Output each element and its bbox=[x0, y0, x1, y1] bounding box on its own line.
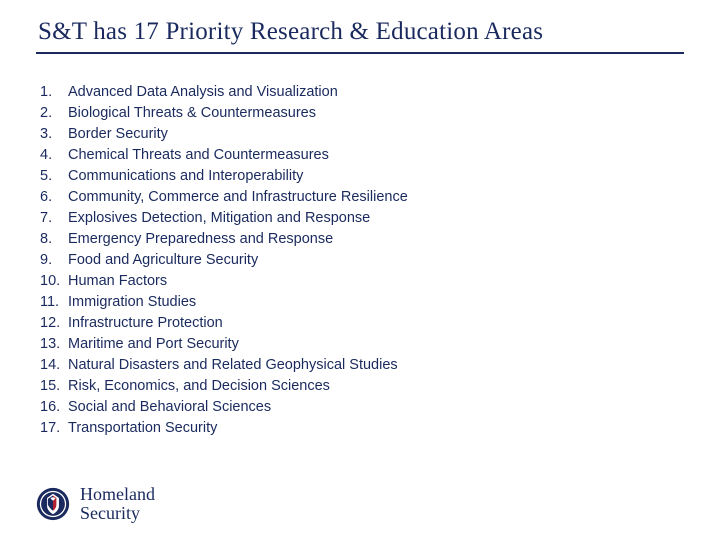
list-label: Maritime and Port Security bbox=[68, 334, 239, 355]
list-item: 7.Explosives Detection, Mitigation and R… bbox=[40, 208, 720, 229]
list-label: Immigration Studies bbox=[68, 292, 196, 313]
list-label: Food and Agriculture Security bbox=[68, 250, 258, 271]
list-number: 8. bbox=[40, 229, 68, 250]
list-number: 4. bbox=[40, 145, 68, 166]
list-item: 2.Biological Threats & Countermeasures bbox=[40, 103, 720, 124]
list-item: 16.Social and Behavioral Sciences bbox=[40, 397, 720, 418]
dhs-logo-text: Homeland Security bbox=[80, 485, 155, 522]
list-number: 1. bbox=[40, 82, 68, 103]
list-label: Advanced Data Analysis and Visualization bbox=[68, 82, 338, 103]
list-item: 10.Human Factors bbox=[40, 271, 720, 292]
list-number: 13. bbox=[40, 334, 68, 355]
list-item: 12.Infrastructure Protection bbox=[40, 313, 720, 334]
list-item: 8.Emergency Preparedness and Response bbox=[40, 229, 720, 250]
list-label: Biological Threats & Countermeasures bbox=[68, 103, 316, 124]
list-number: 11. bbox=[40, 292, 68, 313]
list-label: Communications and Interoperability bbox=[68, 166, 303, 187]
list-label: Risk, Economics, and Decision Sciences bbox=[68, 376, 330, 397]
list-label: Border Security bbox=[68, 124, 168, 145]
list-number: 10. bbox=[40, 271, 68, 292]
list-item: 9.Food and Agriculture Security bbox=[40, 250, 720, 271]
logo-line2: Security bbox=[80, 504, 155, 522]
list-label: Emergency Preparedness and Response bbox=[68, 229, 333, 250]
list-label: Natural Disasters and Related Geophysica… bbox=[68, 355, 398, 376]
list-label: Transportation Security bbox=[68, 418, 217, 439]
list-number: 3. bbox=[40, 124, 68, 145]
list-number: 16. bbox=[40, 397, 68, 418]
list-item: 1.Advanced Data Analysis and Visualizati… bbox=[40, 82, 720, 103]
list-label: Explosives Detection, Mitigation and Res… bbox=[68, 208, 370, 229]
dhs-logo: Homeland Security bbox=[36, 485, 155, 522]
list-item: 5.Communications and Interoperability bbox=[40, 166, 720, 187]
list-item: 4.Chemical Threats and Countermeasures bbox=[40, 145, 720, 166]
list-label: Community, Commerce and Infrastructure R… bbox=[68, 187, 408, 208]
list-item: 13.Maritime and Port Security bbox=[40, 334, 720, 355]
list-label: Social and Behavioral Sciences bbox=[68, 397, 271, 418]
list-number: 9. bbox=[40, 250, 68, 271]
list-number: 7. bbox=[40, 208, 68, 229]
list-item: 14.Natural Disasters and Related Geophys… bbox=[40, 355, 720, 376]
list-label: Chemical Threats and Countermeasures bbox=[68, 145, 329, 166]
list-number: 15. bbox=[40, 376, 68, 397]
list-label: Human Factors bbox=[68, 271, 167, 292]
page-title: S&T has 17 Priority Research & Education… bbox=[0, 0, 720, 52]
list-item: 3.Border Security bbox=[40, 124, 720, 145]
list-number: 12. bbox=[40, 313, 68, 334]
list-number: 14. bbox=[40, 355, 68, 376]
dhs-seal-icon bbox=[36, 487, 70, 521]
list-label: Infrastructure Protection bbox=[68, 313, 223, 334]
list-number: 5. bbox=[40, 166, 68, 187]
list-item: 15.Risk, Economics, and Decision Science… bbox=[40, 376, 720, 397]
list-number: 17. bbox=[40, 418, 68, 439]
list-item: 11.Immigration Studies bbox=[40, 292, 720, 313]
list-number: 6. bbox=[40, 187, 68, 208]
list-item: 6.Community, Commerce and Infrastructure… bbox=[40, 187, 720, 208]
logo-line1: Homeland bbox=[80, 485, 155, 503]
list-number: 2. bbox=[40, 103, 68, 124]
list-item: 17.Transportation Security bbox=[40, 418, 720, 439]
priority-list: 1.Advanced Data Analysis and Visualizati… bbox=[0, 54, 720, 439]
